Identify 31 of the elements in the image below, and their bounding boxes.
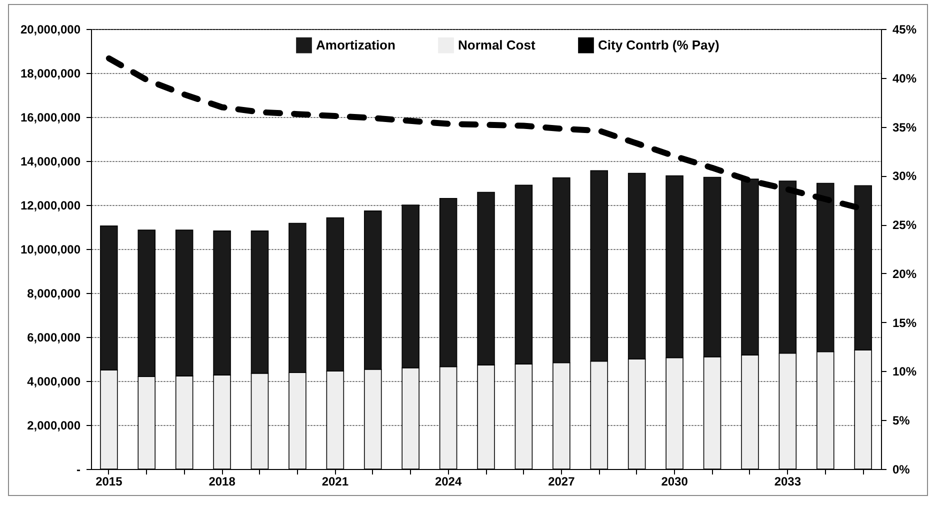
y2-tick-label: 40% — [892, 71, 917, 86]
x-tick-label: 2030 — [661, 474, 688, 488]
y-tick-label: 6,000,000 — [27, 330, 81, 344]
x-tick-label: 2033 — [774, 474, 802, 488]
y-tick-label: 20,000,000 — [20, 22, 81, 36]
y2-tick-label: 10% — [892, 364, 917, 379]
y2-tick-label: 20% — [892, 266, 917, 281]
x-tick-label: 2015 — [96, 474, 123, 488]
y-tick-label: 12,000,000 — [20, 198, 81, 212]
y-tick-label: 14,000,000 — [20, 154, 81, 168]
y-tick-label: 4,000,000 — [27, 374, 81, 388]
x-tick-label: 2018 — [208, 474, 236, 488]
y-tick-label: 8,000,000 — [27, 286, 81, 300]
y-tick-label: - — [76, 462, 80, 476]
x-tick-label: 2024 — [434, 474, 462, 488]
legend-label: Normal Cost — [458, 37, 536, 52]
x-tick-label: 2021 — [322, 474, 349, 488]
y2-tick-label: 15% — [892, 316, 917, 330]
legend-label: Amortization — [316, 37, 396, 52]
y2-tick-label: 5% — [892, 414, 910, 428]
y-tick-label: 18,000,000 — [20, 66, 81, 80]
y2-tick-label: 45% — [892, 22, 917, 36]
y-tick-label: 16,000,000 — [20, 110, 81, 124]
y2-tick-label: 25% — [892, 218, 917, 232]
y2-tick-label: 30% — [892, 169, 917, 184]
y2-tick-label: 0% — [892, 462, 910, 476]
y-tick-label: 2,000,000 — [27, 418, 81, 432]
y2-tick-label: 35% — [892, 120, 917, 134]
y-tick-label: 10,000,000 — [20, 242, 81, 256]
legend-label: City Contrb (% Pay) — [598, 37, 720, 52]
x-tick-label: 2027 — [548, 474, 576, 488]
